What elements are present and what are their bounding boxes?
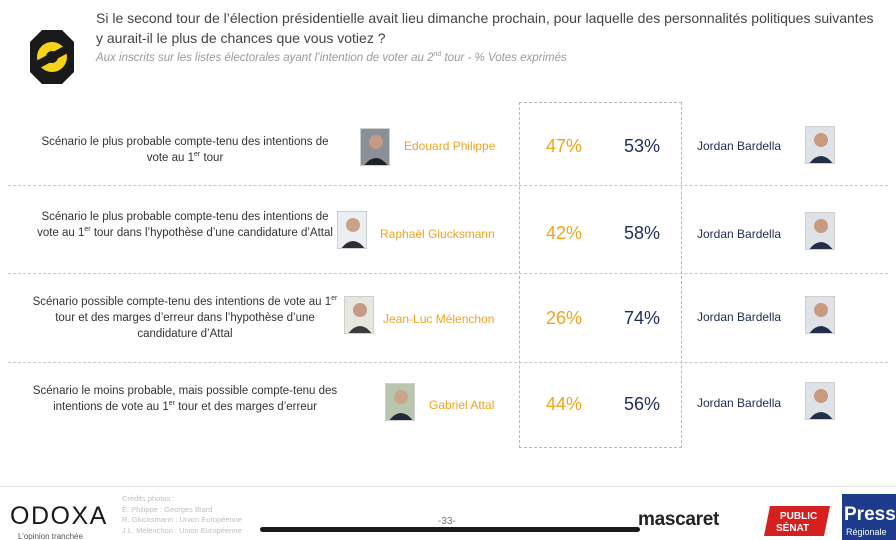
row-divider — [8, 273, 888, 274]
opponent-photo-icon — [805, 296, 835, 334]
page-number: -33- — [438, 516, 456, 527]
odoxa-badge-icon — [30, 30, 74, 84]
odoxa-logo: ODOXA — [10, 502, 108, 530]
opponent-name: Jordan Bardella — [697, 310, 782, 324]
opponent-percent: 58% — [623, 223, 661, 243]
scenario-text: Scénario le moins probable, mais possibl… — [32, 385, 338, 413]
candidate-percent: 26% — [545, 308, 583, 328]
row-divider — [8, 362, 888, 363]
opponent-percent: 56% — [623, 394, 661, 414]
opponent-percent: 74% — [623, 308, 661, 328]
candidate-photo-icon — [344, 296, 374, 334]
svg-text:PUBLIC: PUBLIC — [780, 511, 817, 522]
candidate-photo-icon — [360, 128, 390, 166]
candidate-name: Raphaël Glucksmann — [380, 227, 495, 241]
odoxa-tagline: L’opinion tranchée — [18, 532, 83, 540]
candidate-percent: 42% — [545, 223, 583, 243]
candidate-percent: 47% — [545, 136, 583, 156]
candidate-percent: 44% — [545, 394, 583, 414]
candidate-name: Gabriel Attal — [429, 398, 495, 412]
opponent-percent: 53% — [623, 136, 661, 156]
opponent-name: Jordan Bardella — [697, 396, 782, 410]
results-dashed-box — [519, 102, 682, 448]
row-divider — [8, 185, 888, 186]
opponent-photo-icon — [805, 382, 835, 420]
survey-subtitle: Aux inscrits sur les listes électorales … — [96, 51, 567, 64]
scenario-text: Scénario le plus probable compte-tenu de… — [37, 211, 333, 239]
opponent-photo-icon — [805, 212, 835, 250]
scenario-text: Scénario le plus probable compte-tenu de… — [41, 136, 329, 164]
opponent-name: Jordan Bardella — [697, 139, 782, 153]
survey-question: Si le second tour de l’élection présiden… — [96, 10, 874, 46]
candidate-name: Jean-Luc Mélenchon — [383, 312, 495, 326]
mascaret-logo: mascaret — [638, 509, 720, 530]
presse-regionale-logo: Presse Régionale — [842, 494, 896, 540]
public-senat-logo: PUBLIC SÉNAT — [764, 506, 830, 536]
svg-text:SÉNAT: SÉNAT — [776, 521, 809, 534]
home-indicator-bar[interactable] — [260, 527, 640, 532]
photo-credits: Crédits photos : E. Philippe : Georges B… — [122, 494, 243, 535]
candidate-photo-icon — [385, 383, 415, 421]
candidate-name: Edouard Philippe — [404, 139, 496, 153]
opponent-photo-icon — [805, 126, 835, 164]
opponent-name: Jordan Bardella — [697, 227, 782, 241]
scenario-text: Scénario possible compte-tenu des intent… — [32, 295, 338, 340]
candidate-photo-icon — [337, 211, 367, 249]
footer-divider — [0, 486, 896, 487]
